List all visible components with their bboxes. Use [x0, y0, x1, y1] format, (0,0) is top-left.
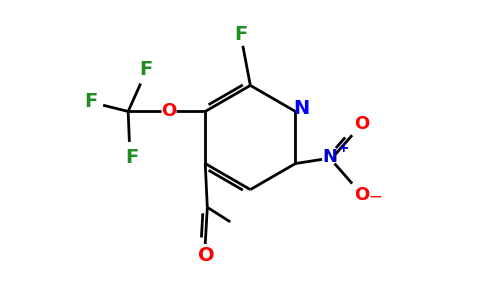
Text: +: +	[337, 141, 349, 155]
Text: O: O	[161, 103, 177, 121]
Text: F: F	[139, 60, 152, 79]
Text: O: O	[198, 246, 214, 265]
Text: N: N	[294, 99, 310, 118]
Text: O: O	[354, 186, 369, 204]
Text: N: N	[322, 148, 337, 166]
Text: O: O	[354, 115, 369, 133]
Text: F: F	[126, 148, 139, 167]
Text: F: F	[234, 25, 247, 44]
Text: −: −	[368, 188, 382, 206]
Text: F: F	[84, 92, 97, 110]
